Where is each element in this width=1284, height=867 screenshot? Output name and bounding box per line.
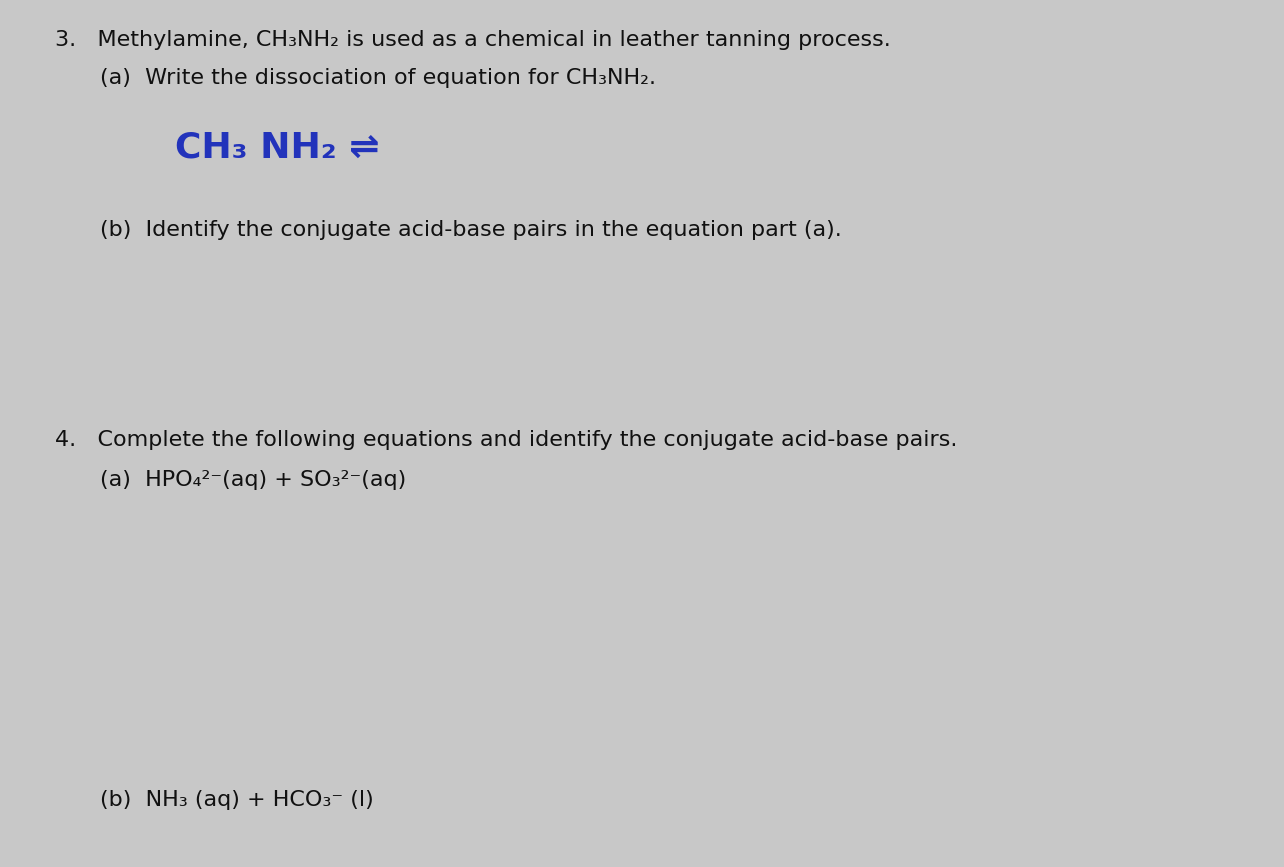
Text: (a)  Write the dissociation of equation for CH₃NH₂.: (a) Write the dissociation of equation f… [100,68,656,88]
Text: 4.   Complete the following equations and identify the conjugate acid-base pairs: 4. Complete the following equations and … [55,430,958,450]
Text: (a)  HPO₄²⁻(aq) + SO₃²⁻(aq): (a) HPO₄²⁻(aq) + SO₃²⁻(aq) [100,470,406,490]
Text: CH₃ NH₂ ⇌: CH₃ NH₂ ⇌ [175,130,380,164]
Text: (b)  NH₃ (aq) + HCO₃⁻ (l): (b) NH₃ (aq) + HCO₃⁻ (l) [100,790,374,810]
Text: (b)  Identify the conjugate acid-base pairs in the equation part (a).: (b) Identify the conjugate acid-base pai… [100,220,842,240]
Text: 3.   Methylamine, CH₃NH₂ is used as a chemical in leather tanning process.: 3. Methylamine, CH₃NH₂ is used as a chem… [55,30,891,50]
